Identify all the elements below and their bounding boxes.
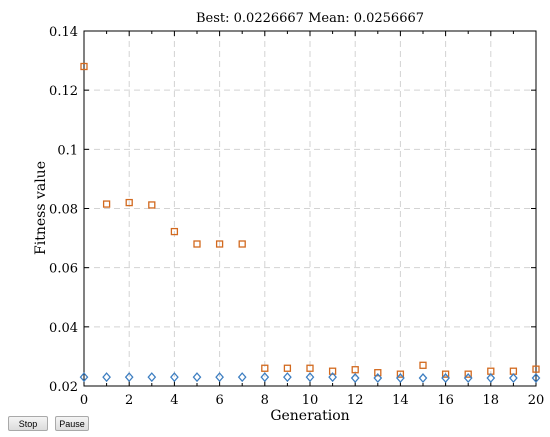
x-tick-label: 0: [80, 393, 88, 408]
mean-fitness-point: [374, 369, 382, 377]
best-fitness-point: [328, 372, 337, 383]
x-tick-label: 16: [437, 393, 454, 408]
mean-fitness-point: [532, 365, 540, 373]
mean-fitness-point: [125, 198, 133, 207]
best-fitness-point: [509, 373, 518, 383]
x-tick-label: 18: [483, 393, 500, 408]
axis-ticks: 0 2 4 6 8 10 12 14 16 18 20 0.02 0.04 0.06 0.08 0.1 0.12…: [49, 25, 544, 408]
mean-fitness-point: [261, 364, 269, 372]
best-fitness-point: [441, 373, 450, 383]
x-tick-label: 20: [528, 393, 545, 408]
x-tick-label: 8: [261, 393, 269, 408]
mean-fitness-point: [102, 200, 111, 208]
best-fitness-point: [283, 372, 292, 383]
x-axis-label: Generation: [270, 408, 349, 424]
x-tick-label: 4: [170, 393, 178, 408]
mean-fitness-point: [215, 240, 224, 248]
x-tick-label: 2: [125, 393, 133, 408]
mean-fitness-point: [238, 240, 246, 248]
x-tick-label: 10: [302, 393, 319, 408]
y-tick-label: 0.14: [49, 25, 78, 40]
best-fitness-point: [463, 373, 473, 383]
mean-fitness-point: [283, 364, 292, 372]
best-fitness-point: [102, 372, 111, 383]
mean-fitness-point: [419, 361, 427, 369]
best-fitness-point: [418, 373, 428, 383]
y-tick-label: 0.06: [49, 262, 78, 277]
y-axis-label: Fitness value: [33, 161, 49, 255]
chart-title: Best: 0.0226667 Mean: 0.0256667: [196, 11, 424, 26]
mean-fitness-point: [193, 240, 201, 248]
best-fitness-point: [237, 372, 247, 383]
best-fitness-point: [350, 373, 360, 383]
y-tick-label: 0.1: [57, 143, 78, 158]
best-fitness-point: [79, 372, 89, 383]
best-fitness-point: [215, 372, 224, 383]
mean-fitness-point: [170, 227, 179, 236]
best-fitness-point: [373, 373, 383, 383]
mean-fitness-point: [148, 201, 156, 209]
pause-button[interactable]: Pause: [55, 416, 89, 431]
best-fitness-point: [260, 372, 270, 383]
best-fitness-point: [486, 373, 496, 383]
best-fitness-point: [124, 372, 134, 383]
best-fitness-point: [147, 372, 157, 383]
mean-fitness-point: [464, 370, 472, 378]
x-tick-label: 14: [392, 393, 409, 408]
mean-fitness-point: [441, 370, 450, 378]
y-tick-label: 0.02: [49, 380, 78, 395]
mean-fitness-point: [351, 366, 359, 374]
best-fitness-point: [396, 373, 405, 383]
mean-fitness-point: [328, 367, 337, 375]
x-tick-label: 6: [215, 393, 223, 408]
y-tick-label: 0.12: [49, 84, 78, 99]
grid-lines: [84, 31, 536, 386]
best-fitness-point: [531, 373, 541, 383]
stop-button[interactable]: Stop: [8, 416, 48, 431]
x-tick-label: 12: [347, 393, 364, 408]
best-fitness-point: [192, 372, 202, 383]
best-fitness-point: [170, 372, 179, 383]
mean-fitness-point: [306, 364, 314, 372]
y-tick-label: 0.08: [49, 203, 78, 218]
mean-fitness-point: [396, 370, 405, 378]
data-series: [79, 62, 541, 383]
y-tick-label: 0.04: [49, 321, 78, 336]
best-fitness-point: [305, 372, 315, 383]
mean-fitness-point: [80, 62, 88, 71]
